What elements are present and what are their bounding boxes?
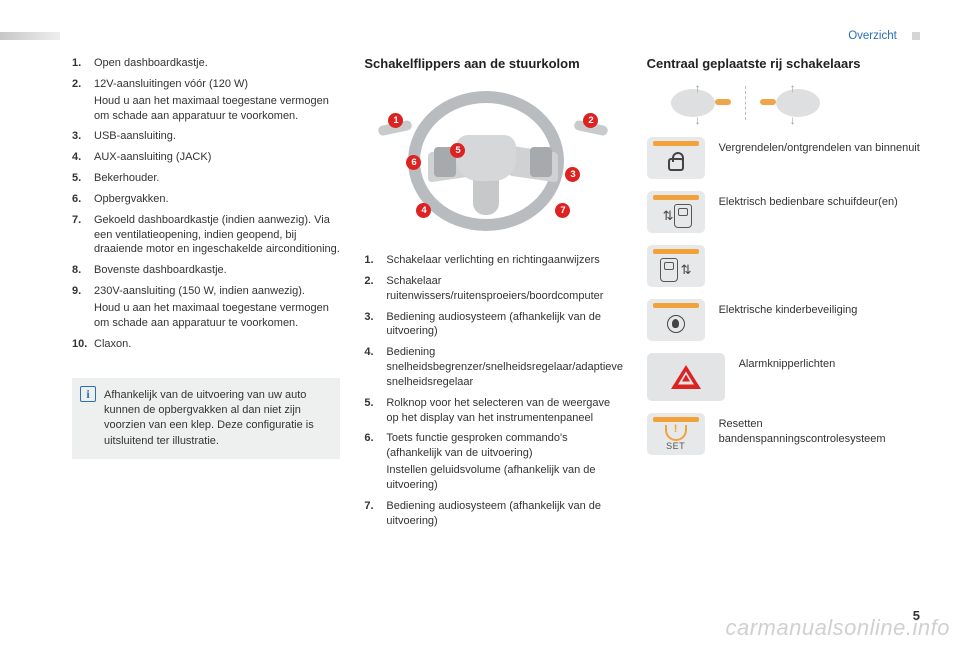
switch-row-lock: Vergrendelen/ontgrendelen van binnenuit	[647, 137, 920, 179]
list-item: 5.Rolknop voor het selecteren van de wee…	[364, 396, 622, 426]
list-item: 1.Open dashboardkastje.	[72, 56, 340, 71]
switch-childlock-label: Elektrische kinderbeveiliging	[719, 299, 920, 318]
callout-3: 3	[565, 167, 580, 182]
list-item: 5.Bekerhouder.	[72, 171, 340, 186]
list-item: 2.12V-aansluitingen vóór (120 W)Houd u a…	[72, 77, 340, 124]
left-gradient-bar	[0, 32, 60, 40]
mini-wheel-left: ↑ ↓	[667, 85, 731, 121]
list-item: 6.Toets functie gesproken commando's (af…	[364, 431, 622, 492]
switch-childlock-button	[647, 299, 705, 341]
switch-row-tpms: SET Resetten bandenspanningscontrolesyst…	[647, 413, 920, 455]
mini-wheel-right: ↑ ↓	[760, 85, 824, 121]
info-box: i Afhankelijk van de uitvoering van uw a…	[72, 378, 340, 460]
steering-list: 1.Schakelaar verlichting en richtingaanw…	[364, 253, 622, 529]
switch-tpms-label: Resetten bandenspanningscontrolesysteem	[719, 413, 920, 447]
list-item: 8.Bovenste dashboardkastje.	[72, 263, 340, 278]
list-item: 9.230V-aansluiting (150 W, indien aanwez…	[72, 284, 340, 331]
wheel-hub	[456, 135, 516, 181]
switch-row-doors: ⇅ Elektrisch bedienbare schuifdeur(en)	[647, 191, 920, 233]
section-title-steering: Schakelflippers aan de stuurkolom	[364, 56, 622, 71]
column-left: 1.Open dashboardkastje. 2.12V-aansluitin…	[72, 56, 340, 609]
tpms-icon: SET	[647, 425, 705, 451]
switch-doors2-label	[719, 245, 920, 249]
list-item: 7.Bediening audiosysteem (afhankelijk va…	[364, 499, 622, 529]
switch-hazard-label: Alarmknipperlichten	[739, 353, 920, 372]
info-icon: i	[80, 386, 96, 402]
list-item: 3.USB-aansluiting.	[72, 129, 340, 144]
breadcrumb-square	[912, 32, 920, 40]
switch-row-doors2: ⇅	[647, 245, 920, 287]
van-doors-icon: ⇅	[647, 257, 705, 283]
list-item: 2.Schakelaar ruitenwissers/ruitensproeie…	[364, 274, 622, 304]
arrow-up-icon: ↑	[790, 81, 796, 95]
list-item: 3.Bediening audiosysteem (afhankelijk va…	[364, 310, 622, 340]
list-item: 10.Claxon.	[72, 337, 340, 352]
van-doors-icon: ⇅	[647, 203, 705, 229]
switch-lock-label: Vergrendelen/ontgrendelen van binnenuit	[719, 137, 920, 156]
breadcrumb: Overzicht	[848, 30, 920, 42]
list-item: 1.Schakelaar verlichting en richtingaanw…	[364, 253, 622, 268]
steering-wheel-figure: 1 2 3 4 5 6 7	[378, 85, 608, 235]
info-text: Afhankelijk van de uitvoering van uw aut…	[104, 389, 314, 447]
switch-doors-button: ⇅	[647, 191, 705, 233]
switch-row-hazard: Alarmknipperlichten	[647, 353, 920, 401]
arrow-up-icon: ↑	[695, 81, 701, 95]
arrow-down-icon: ↓	[790, 113, 796, 127]
list-item: 7.Gekoeld dashboardkastje (indien aanwez…	[72, 213, 340, 258]
column-right: Centraal geplaatste rij schakelaars ↑ ↓ …	[647, 56, 920, 609]
section-title-switches: Centraal geplaatste rij schakelaars	[647, 56, 920, 71]
watermark: carmanualsonline.info	[725, 615, 950, 641]
wheel-pad-right	[530, 147, 552, 177]
column-middle: Schakelflippers aan de stuurkolom 1 2 3 …	[364, 56, 622, 609]
childlock-icon	[647, 311, 705, 337]
list-item: 4.Bediening snelheidsbegrenzer/snelheids…	[364, 345, 622, 390]
switch-hazard-button	[647, 353, 725, 401]
breadcrumb-text: Overzicht	[848, 30, 897, 42]
arrow-down-icon: ↓	[695, 113, 701, 127]
dashboard-list: 1.Open dashboardkastje. 2.12V-aansluitin…	[72, 56, 340, 352]
callout-7: 7	[555, 203, 570, 218]
vertical-separator	[745, 86, 746, 120]
callout-4: 4	[416, 203, 431, 218]
list-item: 4.AUX-aansluiting (JACK)	[72, 150, 340, 165]
switch-row-childlock: Elektrische kinderbeveiliging	[647, 299, 920, 341]
switch-lock-button	[647, 137, 705, 179]
page-columns: 1.Open dashboardkastje. 2.12V-aansluitin…	[72, 56, 920, 609]
mini-wheel-icons: ↑ ↓ ↑ ↓	[647, 85, 920, 121]
switch-doors-label: Elektrisch bedienbare schuifdeur(en)	[719, 191, 920, 210]
switch-tpms-button: SET	[647, 413, 705, 455]
switch-doors2-button: ⇅	[647, 245, 705, 287]
list-item: 6.Opbergvakken.	[72, 192, 340, 207]
lock-icon	[647, 149, 705, 175]
